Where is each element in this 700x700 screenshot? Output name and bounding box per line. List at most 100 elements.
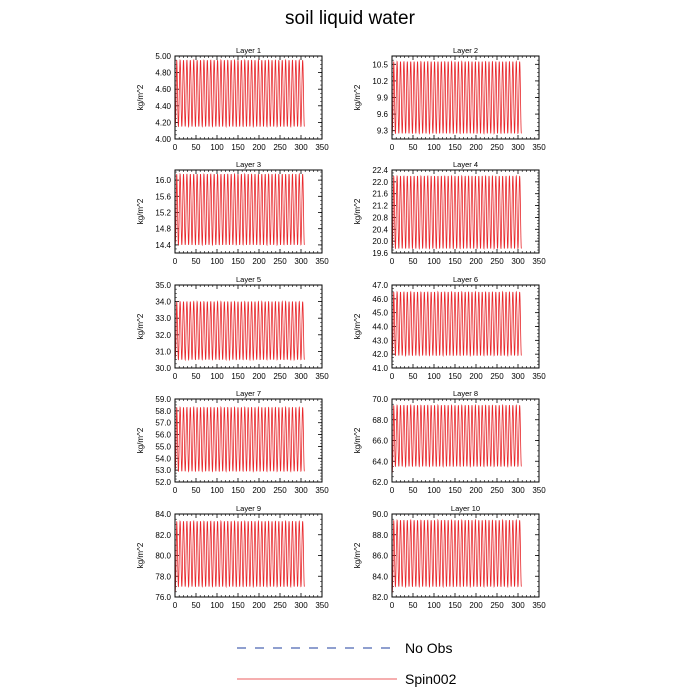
x-tick-label: 50 [192, 372, 201, 381]
y-tick-label: 43.0 [372, 336, 388, 345]
x-tick-label: 200 [252, 257, 266, 266]
y-tick-label: 15.2 [155, 209, 171, 218]
y-tick-label: 78.0 [155, 572, 171, 581]
panel-title: Layer 6 [453, 275, 478, 284]
y-axis-label: kg/m^2 [136, 84, 145, 110]
plot-frame [174, 284, 323, 369]
y-axis-label: kg/m^2 [353, 542, 362, 568]
panel-layer-5: Layer 5 kg/m^2 0 50 100 150 200 250 300 350 30.0 31… [136, 275, 329, 381]
x-tick-label: 350 [532, 372, 546, 381]
y-tick-label: 90.0 [372, 510, 388, 519]
x-tick-label: 100 [210, 372, 224, 381]
x-tick-label: 150 [448, 372, 462, 381]
y-tick-label: 15.6 [155, 192, 171, 201]
y-tick-label: 22.0 [372, 178, 388, 187]
x-tick-label: 200 [252, 143, 266, 152]
y-tick-label: 42.0 [372, 350, 388, 359]
plot-frame [174, 55, 323, 140]
y-tick-label: 21.6 [372, 190, 388, 199]
y-tick-label: 70.0 [372, 395, 388, 404]
panel-title: Layer 2 [453, 46, 478, 55]
y-tick-label: 47.0 [372, 281, 388, 290]
figure-title: soil liquid water [285, 8, 415, 29]
x-tick-label: 0 [390, 601, 395, 610]
x-tick-label: 250 [490, 486, 504, 495]
y-tick-label: 80.0 [155, 552, 171, 561]
y-tick-label: 44.0 [372, 323, 388, 332]
y-tick-label: 4.60 [155, 85, 171, 94]
y-tick-label: 82.0 [155, 531, 171, 540]
panel-title: Layer 9 [236, 504, 261, 513]
y-axis-label: kg/m^2 [353, 198, 362, 224]
x-tick-label: 150 [448, 486, 462, 495]
x-tick-label: 250 [490, 601, 504, 610]
x-tick-label: 100 [427, 143, 441, 152]
y-tick-label: 66.0 [372, 437, 388, 446]
plot-frame [391, 169, 540, 254]
y-tick-label: 55.0 [155, 442, 171, 451]
legend-label: No Obs [405, 640, 452, 656]
series-line-spin002 [391, 290, 522, 357]
y-tick-label: 9.9 [377, 94, 389, 103]
y-tick-label: 34.0 [155, 298, 171, 307]
y-tick-label: 41.0 [372, 364, 388, 373]
x-tick-label: 150 [231, 372, 245, 381]
y-tick-label: 4.20 [155, 118, 171, 127]
x-tick-label: 200 [469, 601, 483, 610]
y-tick-label: 76.0 [155, 593, 171, 602]
y-tick-label: 14.4 [155, 241, 171, 250]
y-tick-label: 20.4 [372, 225, 388, 234]
series-line-spin002 [174, 58, 305, 129]
panel-layer-10: Layer 10 kg/m^2 0 50 100 150 200 250 300 350 82.0 8… [353, 504, 546, 610]
x-tick-label: 250 [273, 601, 287, 610]
y-axis-label: kg/m^2 [136, 313, 145, 339]
y-tick-label: 52.0 [155, 478, 171, 487]
x-tick-label: 350 [532, 486, 546, 495]
panel-layer-2: Layer 2 kg/m^2 0 50 100 150 200 250 300 350 9.3 9.6… [353, 46, 546, 152]
y-tick-label: 21.2 [372, 202, 388, 211]
x-tick-label: 300 [511, 601, 525, 610]
x-tick-label: 250 [273, 372, 287, 381]
y-tick-label: 9.6 [377, 110, 389, 119]
x-tick-label: 350 [315, 143, 329, 152]
y-tick-label: 10.2 [372, 77, 388, 86]
x-tick-label: 50 [192, 601, 201, 610]
x-tick-label: 200 [252, 601, 266, 610]
x-tick-label: 0 [390, 143, 395, 152]
x-tick-label: 250 [273, 257, 287, 266]
y-tick-label: 46.0 [372, 295, 388, 304]
series-line-spin002 [174, 300, 305, 362]
y-tick-label: 59.0 [155, 395, 171, 404]
x-tick-label: 200 [469, 372, 483, 381]
x-tick-label: 250 [490, 257, 504, 266]
x-tick-label: 0 [390, 486, 395, 495]
y-tick-label: 82.0 [372, 593, 388, 602]
x-tick-label: 350 [315, 601, 329, 610]
x-tick-label: 300 [511, 372, 525, 381]
x-tick-label: 300 [294, 601, 308, 610]
x-tick-label: 200 [469, 486, 483, 495]
panel-layer-4: Layer 4 kg/m^2 0 50 100 150 200 250 300 350 19.6 20… [353, 160, 546, 266]
y-tick-label: 62.0 [372, 478, 388, 487]
y-axis-label: kg/m^2 [353, 427, 362, 453]
y-axis-label: kg/m^2 [136, 427, 145, 453]
series-line-spin002 [174, 405, 305, 473]
panel-layer-6: Layer 6 kg/m^2 0 50 100 150 200 250 300 350 41.0 42… [353, 275, 546, 381]
x-tick-label: 100 [210, 257, 224, 266]
y-tick-label: 84.0 [372, 572, 388, 581]
x-tick-label: 50 [192, 486, 201, 495]
y-tick-label: 5.00 [155, 52, 171, 61]
y-tick-label: 20.0 [372, 237, 388, 246]
y-axis-label: kg/m^2 [353, 84, 362, 110]
x-tick-label: 150 [448, 143, 462, 152]
y-tick-label: 30.0 [155, 364, 171, 373]
y-tick-label: 64.0 [372, 457, 388, 466]
panel-title: Layer 1 [236, 46, 261, 55]
y-tick-label: 56.0 [155, 431, 171, 440]
y-tick-label: 57.0 [155, 419, 171, 428]
series-line-spin002 [391, 403, 522, 474]
x-tick-label: 0 [173, 486, 178, 495]
series-line-spin002 [174, 172, 305, 247]
y-tick-label: 10.5 [372, 60, 388, 69]
